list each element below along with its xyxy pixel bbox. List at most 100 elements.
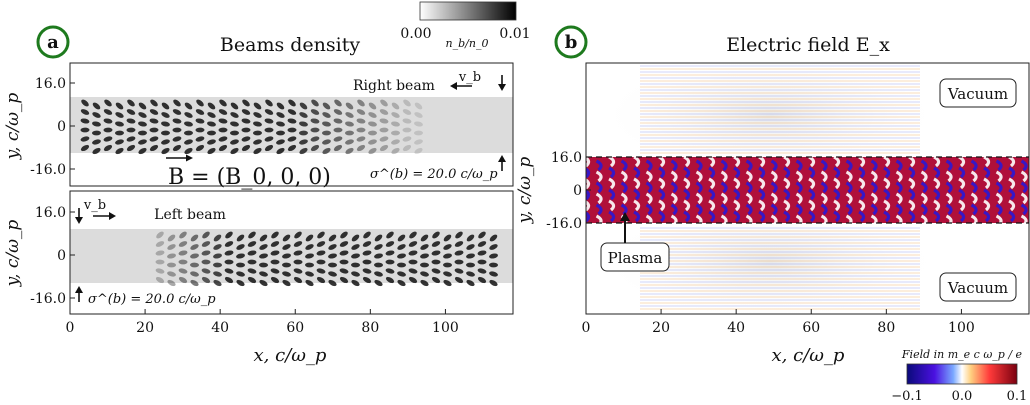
density-filament [477,241,487,247]
density-filament [80,109,90,115]
density-filament [230,121,239,127]
density-filament [155,268,165,274]
density-filament [259,253,268,259]
density-filament [362,259,372,265]
density-filament [317,231,325,239]
density-filament [190,279,199,287]
field-filament [608,188,616,201]
y-tick-label: -16.0 [30,162,66,178]
density-filament [443,271,452,277]
field-filament [595,181,603,194]
density-filament [253,139,262,145]
density-filament [264,127,274,133]
field-filament [933,155,941,168]
density-filament [172,127,182,133]
field-filament [633,155,641,168]
density-filament [287,136,297,142]
field-filament [586,211,591,223]
density-filament [264,144,274,152]
electric-field-map [586,63,1029,314]
density-filament [356,109,366,115]
vacuum-bottom-label: Vacuum [947,279,1008,297]
field-filament [758,199,766,212]
field-filament [945,159,953,172]
density-filament [115,102,124,110]
density-filament [466,271,475,277]
density-filament [270,276,280,284]
field-filament [1008,177,1016,190]
density-filament [224,276,234,284]
density-filament [184,147,193,155]
panel-a: a Beams density 0.00 0.01 n_b/n_0 Right … [3,1,531,366]
field-filament [733,188,741,201]
field-filament [620,181,628,194]
field-filament [658,199,666,212]
field-filament [870,170,878,183]
density-filament [190,271,199,277]
density-filament [328,234,337,242]
left-beam-density-map [70,229,513,287]
density-filament [310,127,320,133]
field-filament [770,170,778,183]
density-filament [155,250,165,256]
field-filament [586,200,591,212]
density-filament [156,231,164,239]
plasma-label: Plasma [608,249,663,267]
density-filament [414,121,423,127]
density-filament [322,147,331,155]
panel-b-ylabel: y, c/ω_p [515,157,535,225]
density-filament [126,136,136,142]
field-filament [683,177,691,190]
badge-a [36,25,70,59]
density-filament [322,112,331,118]
plasma-box [600,242,670,272]
density-filament [247,250,257,256]
field-filament [670,214,678,227]
field-filament [720,192,728,205]
field-filament [720,214,728,227]
field-filament [620,192,628,205]
density-filament [259,234,268,242]
field-filament [683,166,691,179]
density-filament [201,250,211,256]
density-filament [224,250,234,256]
x-tick-label: 0 [66,320,75,336]
density-filament [402,144,412,152]
left-beam-label: Left beam [154,207,226,223]
density-filament [385,276,395,284]
field-filament [608,199,616,212]
field-filament [670,159,678,172]
density-filament [328,279,337,287]
field-filament [586,189,591,201]
badge-b [554,25,588,59]
density-filament [345,121,354,127]
density-filament [420,244,429,250]
density-filament [167,279,176,287]
density-filament [126,144,136,152]
field-filament [933,199,941,212]
field-filament [758,166,766,179]
density-filament [299,147,308,155]
density-filament [443,253,452,259]
field-filament [658,210,666,223]
density-filament [328,253,337,259]
density-filament [333,127,343,133]
density-filament [276,130,285,136]
density-filament [397,271,406,277]
y-tick-label: 0 [57,119,66,135]
density-filament [80,118,90,124]
bottom-edge-arrow-lower [75,286,83,302]
field-filament [945,214,953,227]
left-beam-sigma: σ^(b) = 20.0 c/ω_p [88,292,216,307]
density-filament [316,268,326,274]
field-filament [870,159,878,172]
density-filament [172,118,182,124]
density-filament [305,271,314,277]
density-filament [264,136,274,142]
density-filament [282,253,291,259]
density-filament [380,99,388,107]
density-filament [167,253,176,259]
density-filament [454,259,464,265]
density-filament [305,234,314,242]
density-filament [408,276,418,284]
